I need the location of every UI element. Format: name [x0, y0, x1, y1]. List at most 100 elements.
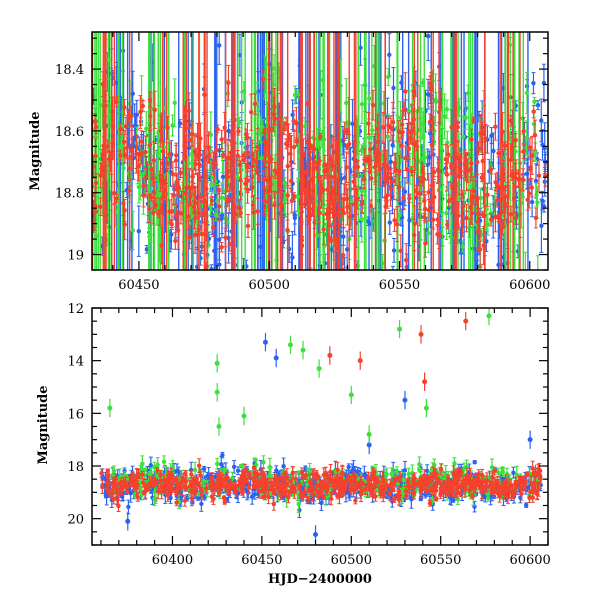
data-point	[219, 137, 224, 142]
data-point	[272, 104, 277, 109]
data-point	[118, 153, 123, 158]
data-point	[147, 97, 153, 102]
data-point	[449, 196, 455, 201]
data-point	[310, 177, 315, 182]
series-3	[92, 32, 548, 270]
data-point	[288, 178, 294, 184]
data-point	[122, 105, 127, 110]
data-point	[328, 195, 334, 200]
data-point	[529, 185, 534, 190]
data-point	[420, 179, 425, 185]
data-point	[99, 5, 103, 9]
data-point	[531, 80, 536, 86]
data-point	[477, 247, 483, 252]
data-point	[241, 157, 247, 163]
data-point	[524, 135, 529, 141]
data-point	[360, 201, 365, 207]
data-point	[205, 243, 211, 249]
data-point	[341, 234, 346, 239]
data-point	[317, 134, 323, 139]
data-point	[508, 211, 514, 217]
data-point	[97, 204, 103, 210]
data-point	[523, 273, 527, 277]
data-point	[344, 247, 350, 252]
data-point	[187, 137, 192, 143]
data-point	[175, 228, 181, 233]
data-point	[417, 190, 422, 196]
data-point	[236, 129, 241, 134]
data-point	[517, 334, 521, 338]
data-point	[136, 164, 141, 169]
data-point	[153, 202, 159, 208]
data-point	[174, 183, 180, 188]
data-point	[358, 45, 363, 51]
data-point	[493, 124, 498, 129]
data-point	[143, 149, 148, 155]
data-point	[367, 96, 372, 101]
data-point	[256, 175, 261, 181]
data-point	[158, 173, 163, 178]
data-point	[198, 194, 204, 200]
data-point	[445, 140, 450, 145]
data-point	[449, 124, 454, 130]
data-point	[502, 285, 506, 289]
data-point	[344, 100, 349, 106]
data-point	[350, 121, 355, 127]
data-point	[216, 187, 221, 192]
data-point	[138, 152, 144, 157]
data-point	[364, 291, 368, 295]
data-point	[121, 139, 127, 145]
data-point	[370, 102, 376, 108]
data-point	[397, 168, 402, 174]
data-point	[368, 147, 373, 152]
data-point	[124, 145, 130, 151]
data-point	[457, 174, 462, 179]
data-point	[134, 151, 139, 157]
data-point	[259, 155, 264, 161]
data-point	[337, 274, 341, 278]
data-point	[401, 106, 407, 112]
data-point	[209, 182, 214, 187]
data-point	[456, 213, 461, 218]
data-point	[281, 125, 287, 131]
data-point	[340, 252, 346, 258]
data-point	[529, 199, 535, 205]
data-point	[361, 177, 367, 182]
data-point	[392, 218, 397, 223]
data-point	[524, 90, 530, 96]
data-point	[272, 116, 278, 122]
data-point	[250, 184, 255, 190]
data-point	[346, 120, 351, 125]
data-point	[483, 136, 488, 141]
data-point	[139, 139, 144, 144]
data-point	[385, 175, 391, 180]
data-point	[385, 134, 391, 140]
data-point	[111, 281, 115, 285]
data-point	[398, 248, 404, 253]
data-point	[527, 145, 533, 150]
data-point	[459, 192, 465, 197]
data-point	[403, 89, 408, 94]
data-points	[92, 5, 548, 400]
data-point	[404, 257, 409, 263]
data-point	[359, 188, 365, 194]
data-point	[294, 139, 300, 144]
data-point	[535, 102, 541, 108]
data-point	[341, 142, 347, 147]
data-point	[217, 237, 222, 242]
data-point	[390, 119, 396, 125]
data-point	[521, 148, 526, 154]
data-point	[189, 131, 195, 137]
data-point	[461, 134, 466, 139]
data-point	[114, 99, 119, 104]
data-point	[302, 187, 307, 193]
data-point	[484, 284, 488, 288]
data-point	[359, 101, 365, 107]
data-point	[254, 159, 259, 165]
data-point	[525, 197, 530, 202]
data-point	[387, 52, 392, 57]
data-point	[169, 209, 175, 214]
data-point	[284, 396, 288, 400]
data-point	[215, 198, 220, 204]
